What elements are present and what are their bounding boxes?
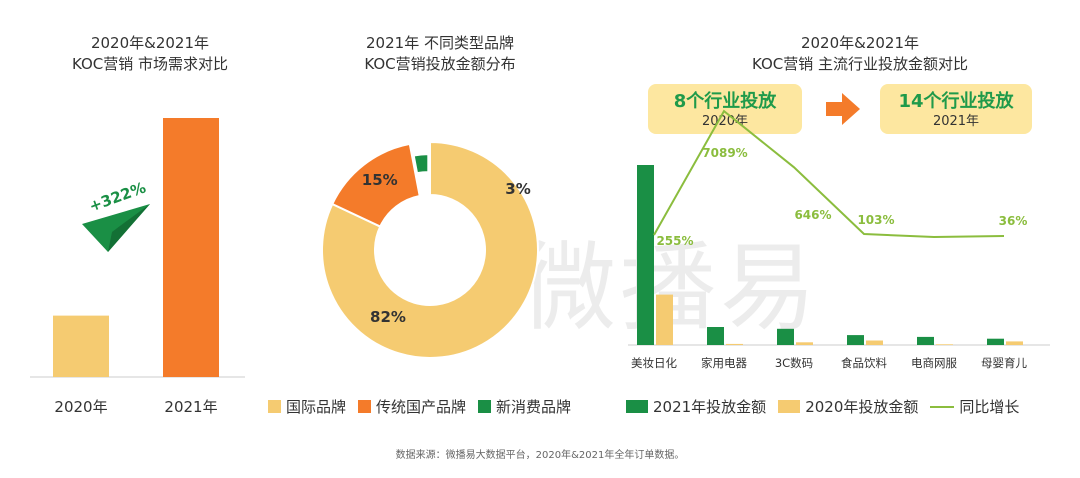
growth-data-label: 36% <box>999 214 1028 228</box>
bar-2021 <box>847 335 864 345</box>
callout-2021-big: 14个行业投放 <box>898 91 1014 112</box>
bar-2021 <box>987 338 1004 345</box>
right-title-line2: KOC营销 主流行业投放金额对比 <box>751 55 969 73</box>
legend-swatch <box>358 400 372 413</box>
right-chart-title: 2020年&2021年 KOC营销 主流行业投放金额对比 <box>700 33 1020 75</box>
pie-slice <box>412 153 430 175</box>
legend-swatch <box>626 400 648 413</box>
legend-item-traditional: 传统国产品牌 <box>358 396 466 417</box>
legend-label: 同比增长 <box>959 398 1020 416</box>
growth-data-label: 7089% <box>702 146 747 160</box>
pie-legend: 国际品牌 传统国产品牌 新消费品牌 <box>268 396 583 417</box>
left-chart-title: 2020年&2021年 KOC营销 市场需求对比 <box>40 33 260 75</box>
legend-line-swatch <box>930 405 955 408</box>
x-tick-label: 2021年 <box>164 398 217 416</box>
bar-2020 <box>1006 341 1023 345</box>
bar-2021 <box>637 165 654 345</box>
middle-title-line1: 2021年 不同类型品牌 <box>366 34 514 52</box>
x-tick-label: 3C数码 <box>775 356 813 370</box>
bar-2020 <box>726 343 743 345</box>
growth-data-label: 255% <box>656 234 693 248</box>
callout-2021-small: 2021年 <box>932 114 980 129</box>
legend-item-2020-spend: 2020年投放金额 <box>778 396 918 417</box>
legend-item-new-consumer: 新消费品牌 <box>478 396 571 417</box>
x-tick-label: 2020年 <box>54 398 107 416</box>
x-tick-label: 母婴育儿 <box>981 356 1027 370</box>
legend-label: 国际品牌 <box>286 398 347 416</box>
bar-2020 <box>796 342 813 345</box>
bar <box>53 315 109 377</box>
middle-title-line2: KOC营销投放金额分布 <box>364 55 516 73</box>
pie-slice <box>330 142 421 228</box>
growth-line <box>653 109 1005 239</box>
legend-label: 2021年投放金额 <box>653 398 767 416</box>
callout-2020-small: 2020年 <box>701 114 749 129</box>
right-title-line1: 2020年&2021年 <box>800 34 920 52</box>
legend-item-international: 国际品牌 <box>268 396 346 417</box>
bar-2020 <box>936 344 953 345</box>
growth-data-label: 646% <box>794 208 831 222</box>
industry-legend: 2021年投放金额 2020年投放金额 同比增长 <box>626 396 1031 417</box>
pie-slice-label: 3% <box>505 180 530 198</box>
bar-2021 <box>777 328 794 345</box>
pie-slice-label: 15% <box>362 171 398 189</box>
x-tick-label: 家用电器 <box>701 356 747 370</box>
bar <box>163 118 219 377</box>
callout-2020-big: 8个行业投放 <box>673 91 777 112</box>
growth-data-label: 103% <box>857 213 894 227</box>
legend-swatch <box>778 400 801 413</box>
callout-2020-industries: 8个行业投放 2020年 <box>648 84 802 134</box>
legend-label: 2020年投放金额 <box>805 398 919 416</box>
bar-2021 <box>707 327 724 345</box>
x-tick-label: 食品饮料 <box>841 356 887 370</box>
left-title-line2: KOC营销 市场需求对比 <box>71 55 229 73</box>
middle-chart-title: 2021年 不同类型品牌 KOC营销投放金额分布 <box>310 33 570 75</box>
legend-label: 传统国产品牌 <box>376 398 467 416</box>
callout-2021-industries: 14个行业投放 2021年 <box>880 84 1032 134</box>
right-arrow-icon <box>826 93 860 125</box>
left-title-line1: 2020年&2021年 <box>90 34 210 52</box>
x-tick-label: 电商网服 <box>911 356 957 370</box>
legend-item-2021-spend: 2021年投放金额 <box>626 396 766 417</box>
bar-2021 <box>917 336 934 345</box>
legend-swatch <box>268 400 281 413</box>
bar-2020 <box>656 294 673 345</box>
bar-2020 <box>866 340 883 345</box>
legend-item-yoy-growth: 同比增长 <box>930 396 1019 417</box>
legend-swatch <box>478 400 492 413</box>
pie-slice <box>321 140 539 359</box>
x-tick-label: 美妆日化 <box>631 356 677 370</box>
legend-label: 新消费品牌 <box>496 398 572 416</box>
source-note: 数据来源：微播易大数据平台，2020年&2021年全年订单数据。 <box>395 450 685 461</box>
paper-plane-icon <box>82 204 150 252</box>
pie-slice-label: 82% <box>370 308 406 326</box>
